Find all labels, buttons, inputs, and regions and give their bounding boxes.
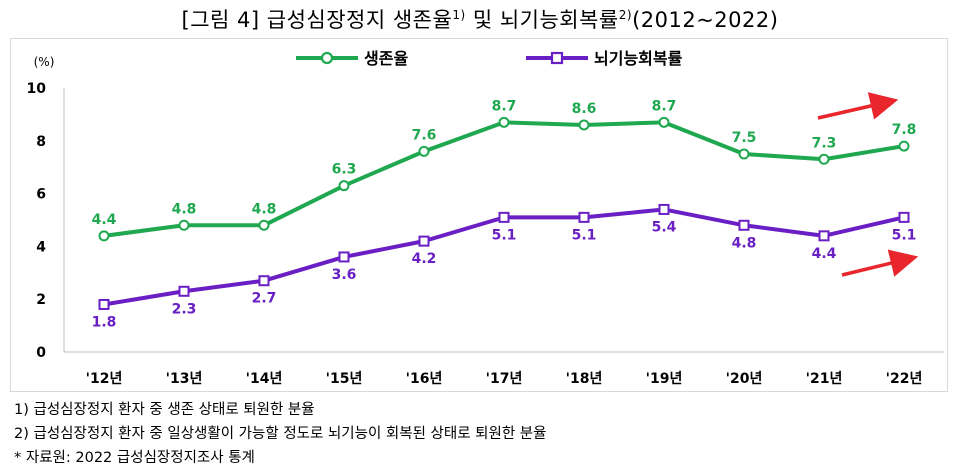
trend-arrow-recovery (841, 249, 919, 277)
data-label: 8.7 (652, 98, 677, 114)
data-point (338, 180, 350, 192)
x-tick-label: '22년 (886, 371, 923, 387)
data-point (738, 219, 750, 231)
data-label: 5.1 (892, 227, 917, 243)
legend-label: 생존율 (364, 49, 408, 68)
data-point (178, 219, 190, 231)
title-suffix: (2012~2022) (632, 8, 779, 32)
data-label: 4.8 (172, 201, 197, 217)
data-label: 4.4 (92, 212, 117, 228)
x-tick-label: '13년 (166, 371, 203, 387)
data-point (498, 211, 510, 223)
data-point (498, 116, 510, 128)
x-tick-label: '12년 (86, 371, 123, 387)
data-label: 3.6 (332, 267, 357, 283)
y-tick-label: 8 (36, 134, 46, 150)
data-label: 2.7 (252, 291, 277, 307)
data-point (658, 203, 670, 215)
x-tick-label: '16년 (406, 371, 443, 387)
footnote-source: * 자료원: 2022 급성심장정지조사 통계 (14, 450, 255, 466)
data-label: 6.3 (332, 162, 357, 178)
data-label: 4.2 (412, 251, 437, 267)
data-label: 5.4 (652, 219, 677, 235)
data-label: 2.3 (172, 301, 197, 317)
data-label: 1.8 (92, 314, 117, 330)
legend-marker-circle (320, 51, 334, 65)
data-label: 4.4 (812, 246, 837, 262)
y-tick-label: 4 (36, 239, 46, 255)
y-tick-label: 10 (27, 81, 47, 97)
chart-frame (10, 38, 948, 392)
footnotes: 1) 급성심장정지 환자 중 생존 상태로 퇴원한 분율 2) 급성심장정지 환… (14, 398, 546, 470)
data-point (818, 230, 830, 242)
series-survival: 4.4 4.8 4.8 6.3 7.6 8.7 8.6 8.7 7.5 7.3 7.8 (92, 98, 917, 242)
data-point (418, 235, 430, 247)
chart-title: [그림 4] 급성심장정지 생존율1) 및 뇌기능회복률2)(2012~2022… (0, 4, 960, 34)
data-point (578, 211, 590, 223)
data-point (98, 230, 110, 242)
x-tick-label: '17년 (486, 371, 523, 387)
data-point (338, 251, 350, 263)
data-point (738, 148, 750, 160)
data-label: 5.1 (572, 227, 597, 243)
trend-arrow-survival (817, 92, 899, 120)
x-tick-label: '15년 (326, 371, 363, 387)
title-footnote-2: 2) (618, 8, 633, 22)
data-point (258, 219, 270, 231)
data-label: 7.8 (892, 122, 917, 138)
title-mid: 및 뇌기능회복률 (465, 8, 619, 32)
x-tick-label: '20년 (726, 371, 763, 387)
data-point (898, 211, 910, 223)
data-label: 5.1 (492, 227, 517, 243)
y-tick-label: 2 (36, 292, 46, 308)
footnote-1: 1) 급성심장정지 환자 중 생존 상태로 퇴원한 분율 (14, 402, 315, 418)
data-point (418, 145, 430, 157)
data-label: 4.8 (252, 201, 277, 217)
series-recovery: 1.8 2.3 2.7 3.6 4.2 5.1 5.1 5.4 4.8 4.4 5.1 (92, 203, 917, 330)
x-tick-label: '19년 (646, 371, 683, 387)
title-footnote-1: 1) (452, 8, 466, 22)
data-point (578, 119, 590, 131)
title-prefix: [그림 4] 급성심장정지 생존율 (181, 8, 453, 32)
legend-marker-square (550, 51, 564, 65)
data-point (98, 298, 110, 310)
x-tick-label: '18년 (566, 371, 603, 387)
legend-label: 뇌기능회복률 (594, 49, 683, 68)
data-point (658, 116, 670, 128)
data-label: 8.6 (572, 101, 597, 117)
y-tick-label: 6 (36, 187, 46, 203)
data-label: 7.3 (812, 135, 837, 151)
data-point (898, 140, 910, 152)
data-point (818, 153, 830, 165)
data-point (258, 275, 270, 287)
data-label: 8.7 (492, 98, 517, 114)
y-axis-unit: (%) (34, 55, 55, 69)
y-tick-label: 0 (36, 345, 46, 361)
data-label: 7.6 (412, 127, 437, 143)
data-point (178, 285, 190, 297)
x-tick-label: '21년 (806, 371, 843, 387)
x-tick-label: '14년 (246, 371, 283, 387)
data-label: 4.8 (732, 235, 757, 251)
data-label: 7.5 (732, 130, 757, 146)
footnote-2: 2) 급성심장정지 환자 중 일상생활이 가능할 정도로 뇌기능이 회복된 상태… (14, 426, 547, 442)
